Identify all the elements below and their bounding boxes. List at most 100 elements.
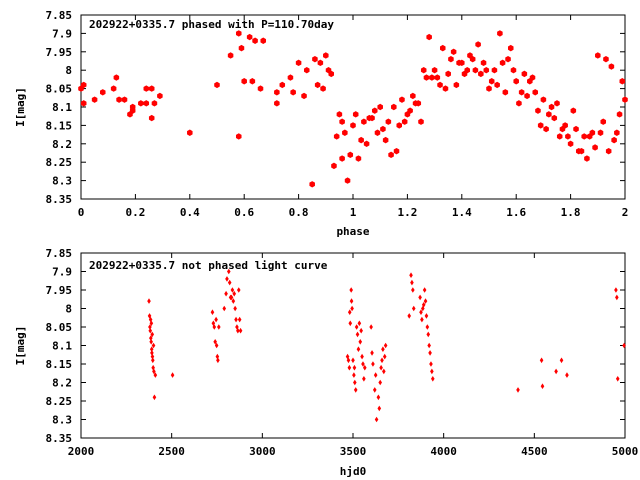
y-tick-label: 8.3 (52, 414, 72, 427)
x-axis-label: hjd0 (340, 465, 367, 478)
data-point (597, 129, 604, 136)
data-point (426, 331, 431, 338)
data-point (442, 85, 449, 92)
data-point (150, 350, 154, 356)
y-tick-label: 8.15 (46, 358, 73, 371)
data-point (396, 122, 403, 129)
data-point (421, 305, 425, 312)
data-point (554, 368, 558, 375)
x-tick-label: 1.8 (561, 206, 581, 219)
data-point (238, 44, 245, 52)
data-point (497, 30, 503, 37)
data-point (437, 81, 443, 89)
data-point (347, 309, 352, 315)
data-point (226, 268, 231, 275)
data-point (361, 118, 367, 125)
data-point (483, 67, 490, 74)
data-point (516, 100, 522, 107)
y-tick-label: 8.1 (52, 101, 72, 114)
data-point (459, 59, 465, 67)
data-point (478, 70, 484, 78)
data-point (295, 59, 302, 67)
data-point (434, 74, 441, 81)
data-point (429, 74, 435, 81)
data-point (234, 316, 238, 323)
x-tick-label: 3000 (249, 445, 276, 458)
data-point (410, 279, 414, 286)
data-point (505, 55, 511, 63)
data-point (152, 368, 156, 375)
data-point (151, 357, 155, 364)
data-point (567, 140, 574, 147)
data-point (148, 327, 153, 334)
data-point (382, 368, 386, 375)
data-point (151, 100, 158, 107)
y-tick-label: 8.2 (52, 138, 72, 151)
data-point (358, 339, 363, 345)
data-point (622, 342, 626, 349)
data-point (420, 316, 424, 323)
data-point (513, 78, 519, 85)
data-point (540, 383, 545, 389)
data-point (314, 81, 321, 89)
data-point (360, 353, 364, 360)
data-point (578, 147, 585, 155)
data-point (428, 350, 432, 356)
data-point (554, 100, 560, 107)
x-tick-label: 2500 (158, 445, 185, 458)
data-point (532, 89, 539, 96)
data-point (418, 118, 424, 125)
y-tick-label: 8.05 (46, 321, 73, 334)
y-tick-label: 8.25 (46, 395, 73, 408)
data-point (430, 368, 434, 375)
data-point (551, 114, 558, 122)
x-tick-label: 2 (622, 206, 629, 219)
data-point (211, 320, 216, 327)
data-point (328, 70, 335, 78)
data-point (274, 100, 280, 107)
data-point (540, 96, 547, 103)
data-point (238, 327, 243, 334)
data-point (382, 136, 389, 144)
data-point (388, 151, 394, 159)
data-point (608, 63, 615, 70)
data-point (290, 89, 296, 96)
data-point (562, 122, 568, 129)
data-point (363, 140, 370, 147)
data-point (148, 85, 155, 92)
data-point (573, 125, 579, 133)
x-tick-label: 0.2 (125, 206, 145, 219)
data-point (235, 324, 239, 330)
y-tick-label: 7.95 (46, 284, 73, 297)
y-tick-label: 8.25 (46, 156, 73, 169)
data-point (369, 114, 375, 122)
data-point (225, 276, 229, 282)
data-point (212, 324, 217, 330)
y-tick-label: 7.95 (46, 46, 73, 59)
y-tick-label: 8.35 (46, 432, 73, 445)
data-point (339, 118, 345, 125)
data-point (170, 372, 175, 378)
data-point (391, 103, 397, 111)
data-point (355, 155, 362, 162)
data-point (377, 103, 383, 111)
data-point (309, 181, 315, 188)
y-tick-label: 7.85 (46, 247, 73, 260)
data-point (346, 357, 351, 364)
x-tick-label: 1 (350, 206, 357, 219)
data-point (121, 96, 128, 103)
data-point (215, 353, 220, 360)
data-point (149, 339, 153, 345)
x-tick-label: 4500 (521, 445, 548, 458)
data-point (323, 52, 329, 59)
data-point (249, 78, 256, 85)
data-point (150, 353, 155, 360)
data-point (399, 96, 405, 103)
data-point (423, 298, 428, 304)
data-point (214, 81, 220, 89)
data-point (233, 305, 237, 312)
data-point (382, 353, 387, 360)
data-point (499, 59, 506, 67)
data-point (559, 357, 564, 364)
data-point (423, 74, 430, 81)
